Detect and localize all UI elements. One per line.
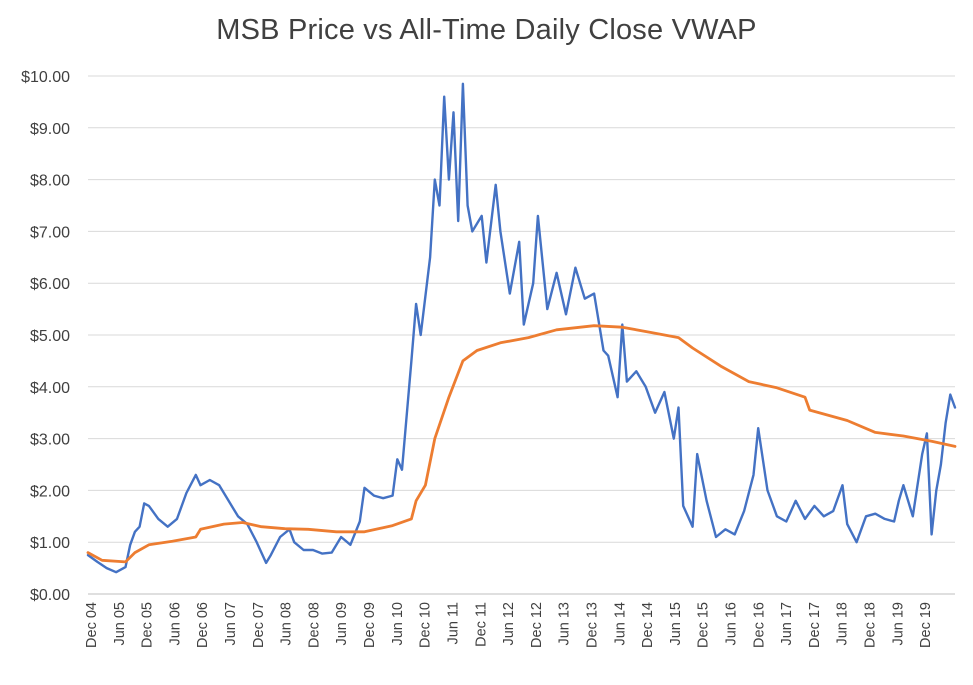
chart-title: MSB Price vs All-Time Daily Close VWAP — [216, 14, 757, 46]
x-tick-label: Dec 18 — [863, 602, 879, 648]
x-tick-label: Jun 12 — [501, 602, 517, 646]
x-tick-label: Jun 15 — [668, 602, 684, 646]
x-tick-label: Jun 06 — [167, 602, 183, 646]
x-tick-label: Jun 16 — [724, 602, 740, 646]
y-tick-label: $2.00 — [30, 483, 70, 500]
x-axis-ticks: Dec 04 Jun 05 Dec 05 Jun 06 Dec 06 Jun 07 Dec … — [84, 602, 934, 648]
x-tick-label: Dec 14 — [640, 602, 656, 648]
y-tick-label: $5.00 — [30, 328, 70, 345]
x-tick-label: Dec 08 — [306, 602, 322, 648]
x-tick-label: Dec 04 — [84, 602, 100, 648]
x-tick-label: Dec 11 — [473, 602, 489, 647]
x-tick-label: Jun 05 — [112, 602, 128, 646]
x-tick-label: Dec 17 — [807, 602, 823, 648]
x-tick-label: Jun 18 — [835, 602, 851, 646]
x-tick-label: Dec 19 — [918, 602, 934, 648]
x-tick-label: Jun 14 — [612, 602, 628, 646]
y-tick-label: $6.00 — [30, 276, 70, 293]
x-tick-label: Dec 09 — [362, 602, 378, 648]
x-tick-label: Jun 13 — [557, 602, 573, 646]
y-tick-label: $10.00 — [21, 69, 70, 86]
x-tick-label: Jun 19 — [890, 602, 906, 646]
x-tick-label: Dec 06 — [195, 602, 211, 648]
x-tick-label: Jun 08 — [279, 602, 295, 646]
x-tick-label: Jun 07 — [223, 602, 239, 646]
gridlines — [88, 75, 955, 595]
x-tick-label: Dec 05 — [140, 602, 156, 648]
y-tick-label: $9.00 — [30, 121, 70, 138]
x-tick-label: Dec 07 — [251, 602, 267, 648]
x-tick-label: Jun 11 — [446, 602, 462, 644]
y-axis-ticks: $0.00 $1.00 $2.00 $3.00 $4.00 $5.00 $6.00 $7.00… — [21, 69, 70, 604]
y-tick-label: $3.00 — [30, 432, 70, 449]
x-tick-label: Dec 10 — [418, 602, 434, 648]
x-tick-label: Dec 12 — [529, 602, 545, 648]
x-tick-label: Dec 13 — [585, 602, 601, 648]
x-tick-label: Jun 17 — [779, 602, 795, 646]
y-tick-label: $1.00 — [30, 535, 70, 552]
vwap-series-line — [86, 324, 957, 564]
y-tick-label: $0.00 — [30, 587, 70, 604]
price-series-line — [86, 82, 957, 574]
x-tick-label: Jun 09 — [334, 602, 350, 646]
y-tick-label: $8.00 — [30, 173, 70, 190]
x-tick-label: Jun 10 — [390, 602, 406, 646]
x-tick-label: Dec 15 — [696, 602, 712, 648]
x-tick-label: Dec 16 — [751, 602, 767, 648]
y-tick-label: $7.00 — [30, 224, 70, 241]
y-tick-label: $4.00 — [30, 380, 70, 397]
series-lines — [86, 82, 957, 574]
